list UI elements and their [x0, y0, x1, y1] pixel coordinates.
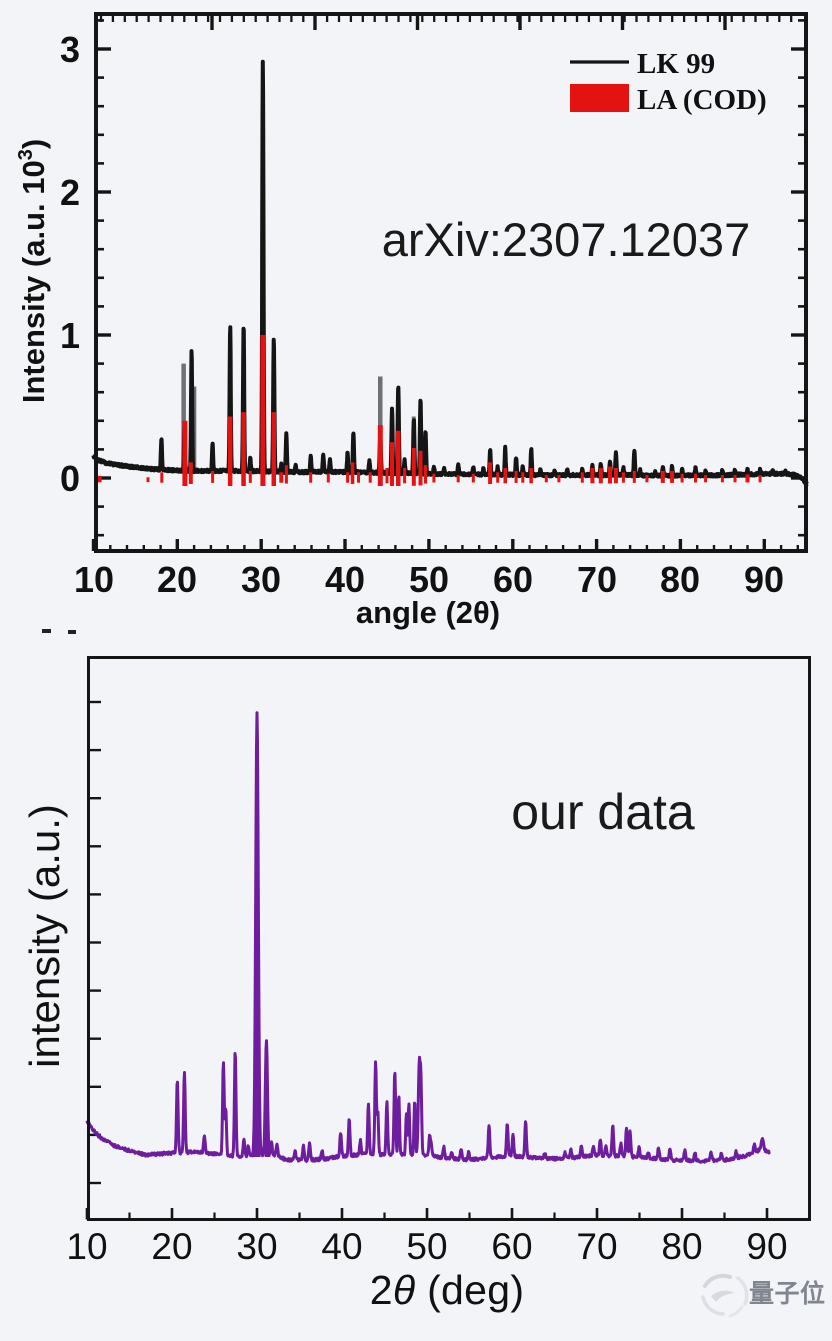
svg-text:Intensity (a.u. 103): Intensity (a.u. 103): [15, 139, 51, 403]
svg-text:angle (2θ): angle (2θ): [356, 595, 500, 630]
svg-text:40: 40: [321, 1226, 362, 1267]
svg-text:1: 1: [60, 315, 80, 356]
svg-text:50: 50: [409, 559, 449, 600]
svg-text:60: 60: [493, 559, 533, 600]
svg-text:30: 30: [241, 559, 281, 600]
svg-text:70: 70: [576, 1226, 617, 1267]
svg-text:arXiv:2307.12037: arXiv:2307.12037: [382, 213, 750, 266]
svg-text:10: 10: [74, 559, 114, 600]
svg-text:0: 0: [60, 458, 80, 499]
svg-text:LK 99: LK 99: [637, 48, 715, 80]
svg-text:量子位: 量子位: [749, 1279, 826, 1308]
svg-text:20: 20: [151, 1226, 192, 1267]
svg-text:40: 40: [325, 559, 365, 600]
svg-text:20: 20: [157, 559, 197, 600]
svg-text:3: 3: [60, 29, 80, 70]
svg-text:our data: our data: [511, 784, 695, 840]
svg-text:80: 80: [660, 559, 700, 600]
svg-text:70: 70: [577, 559, 617, 600]
svg-text:LA (COD): LA (COD): [637, 84, 767, 116]
svg-text:2θ (deg): 2θ (deg): [370, 1267, 525, 1313]
svg-text:30: 30: [236, 1226, 277, 1267]
svg-text:60: 60: [491, 1226, 532, 1267]
svg-text:80: 80: [661, 1226, 702, 1267]
svg-text:50: 50: [406, 1226, 447, 1267]
svg-text:10: 10: [66, 1226, 107, 1267]
svg-text:90: 90: [746, 1226, 787, 1267]
svg-text:2: 2: [60, 172, 80, 213]
svg-text:90: 90: [744, 559, 784, 600]
svg-text:intensity (a.u.): intensity (a.u.): [21, 804, 68, 1068]
